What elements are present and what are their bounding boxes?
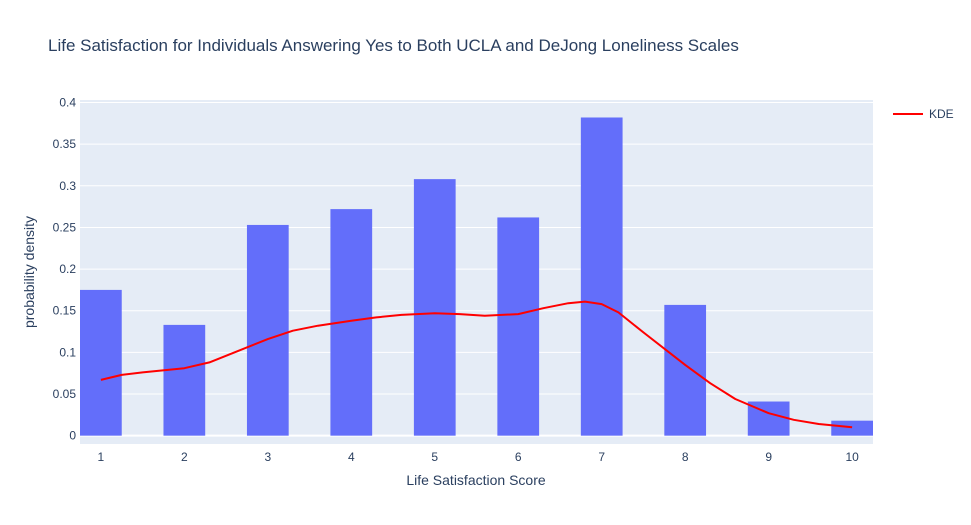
y-tick-label: 0.15 bbox=[53, 304, 77, 318]
kde-line bbox=[100, 300, 853, 429]
bar[interactable] bbox=[246, 224, 289, 436]
x-tick-label: 9 bbox=[765, 450, 772, 464]
y-tick-labels: 0 0.05 0.1 0.15 0.2 0.25 0.3 0.35 0.4 bbox=[53, 95, 77, 442]
x-tick-label: 3 bbox=[264, 450, 271, 464]
x-tick-label: 5 bbox=[431, 450, 438, 464]
x-tick-label: 6 bbox=[515, 450, 522, 464]
x-tick-labels: 1 2 3 4 5 6 7 8 9 10 bbox=[98, 450, 860, 464]
bar[interactable] bbox=[163, 324, 206, 436]
x-tick-label: 7 bbox=[598, 450, 605, 464]
legend-kde-label: KDE bbox=[929, 107, 954, 121]
bar[interactable] bbox=[580, 117, 623, 436]
bar[interactable] bbox=[831, 420, 873, 436]
x-axis-title: Life Satisfaction Score bbox=[406, 472, 546, 488]
y-axis-title: probability density bbox=[21, 216, 37, 328]
legend[interactable]: KDE bbox=[893, 107, 954, 121]
x-tick-label: 8 bbox=[682, 450, 689, 464]
y-tick-label: 0.3 bbox=[59, 179, 76, 193]
bar[interactable] bbox=[497, 217, 540, 436]
y-tick-label: 0.35 bbox=[53, 137, 77, 151]
y-tick-label: 0 bbox=[69, 429, 76, 443]
bar[interactable] bbox=[413, 179, 456, 436]
plot-background bbox=[80, 100, 873, 444]
y-tick-label: 0.05 bbox=[53, 387, 77, 401]
x-tick-label: 1 bbox=[98, 450, 105, 464]
y-tick-label: 0.2 bbox=[59, 262, 76, 276]
chart-title: Life Satisfaction for Individuals Answer… bbox=[48, 36, 739, 55]
y-tick-label: 0.25 bbox=[53, 220, 77, 234]
x-tick-label: 10 bbox=[845, 450, 859, 464]
x-tick-label: 2 bbox=[181, 450, 188, 464]
y-tick-label: 0.4 bbox=[59, 95, 76, 109]
bar[interactable] bbox=[664, 304, 707, 436]
x-tick-label: 4 bbox=[348, 450, 355, 464]
grid-lines bbox=[80, 101, 873, 437]
y-tick-label: 0.1 bbox=[59, 345, 76, 359]
bar[interactable] bbox=[80, 289, 122, 436]
bars bbox=[80, 117, 873, 436]
